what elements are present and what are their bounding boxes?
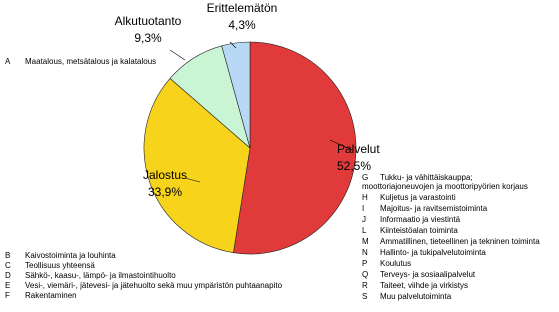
note-code: J (362, 215, 366, 224)
note-code: Q (362, 270, 368, 279)
note-text: Kaivostoiminta ja louhinta (25, 251, 116, 260)
note-text: Ammatillinen, tieteellinen ja tekninen t… (380, 237, 540, 246)
note-code: I (362, 204, 364, 213)
note-code: A (5, 57, 11, 66)
note-code: P (362, 259, 367, 268)
note-text: moottoriajoneuvojen ja moottoripyörien k… (362, 182, 528, 191)
note-text: Tukku- ja vähittäiskauppa; (380, 173, 473, 182)
note-text: Majoitus- ja ravitsemistoiminta (380, 204, 488, 213)
note-code: S (362, 292, 367, 301)
note-text: Terveys- ja sosiaalipalvelut (380, 270, 476, 279)
note-text: Informaatio ja viestintä (380, 215, 461, 224)
pie-slice (143, 77, 251, 254)
note-text: Kuljetus ja varastointi (380, 193, 456, 202)
leader-line (169, 49, 186, 61)
pie-slice (233, 41, 357, 255)
slice-value: 52,5% (337, 159, 371, 173)
note-code: G (362, 173, 368, 182)
note-code: L (362, 226, 367, 235)
slice-value: 33,9% (148, 185, 182, 199)
leader-line (229, 41, 237, 49)
note-text: Teollisuus yhteensä (25, 261, 95, 270)
slice-label: Erittelemätön (207, 1, 278, 15)
slice-label: Alkutuotanto (115, 14, 182, 28)
note-text: Rakentaminen (25, 291, 77, 300)
slice-value: 9,3% (134, 31, 162, 45)
note-text: Hallinto- ja tukipalvelutoiminta (380, 248, 486, 257)
note-text: Maatalous, metsätalous ja kalatalous (25, 57, 156, 66)
note-code: N (362, 248, 368, 257)
note-code: B (5, 251, 10, 260)
note-code: H (362, 193, 368, 202)
note-text: Koulutus (380, 259, 411, 268)
note-code: F (5, 291, 10, 300)
note-text: Vesi-, viemäri-, jätevesi- ja jätehuolto… (25, 281, 283, 290)
slice-label: Jalostus (143, 168, 187, 182)
note-code: R (362, 281, 368, 290)
leader-line (184, 177, 201, 183)
note-text: Muu palvelutoiminta (380, 292, 452, 301)
leader-line (329, 139, 353, 151)
note-text: Taiteet, viihde ja virkistys (380, 281, 468, 290)
note-text: Kiinteistöalan toiminta (380, 226, 458, 235)
note-code: E (5, 281, 10, 290)
slice-value: 4,3% (228, 18, 256, 32)
note-code: D (5, 271, 11, 280)
pie-slice (221, 41, 251, 149)
slice-label: Palvelut (337, 142, 380, 156)
note-code: M (362, 237, 369, 246)
note-text: Sähkö-, kaasu-, lämpö- ja ilmastointihuo… (25, 271, 176, 280)
note-code: C (5, 261, 11, 270)
